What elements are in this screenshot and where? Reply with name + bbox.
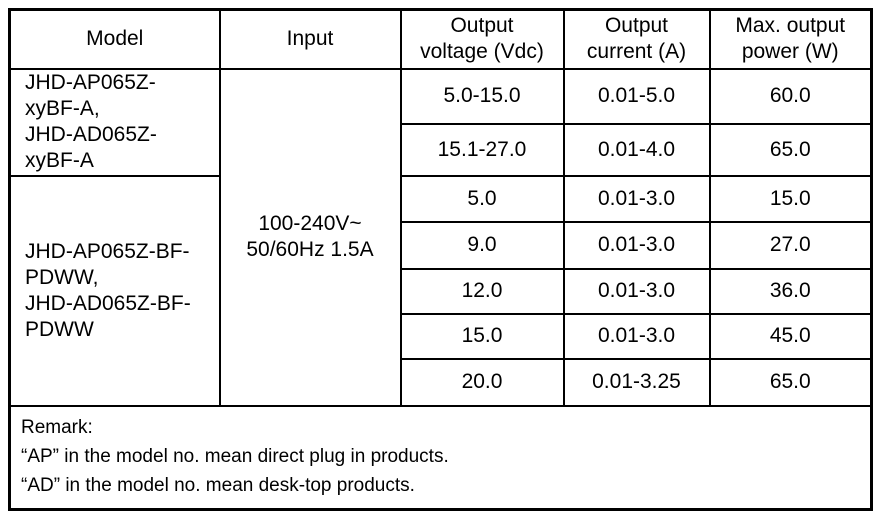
remark-line-ap: “AP” in the model no. mean direct plug i… <box>21 445 449 467</box>
current-cell: 0.01-3.0 <box>562 220 711 270</box>
table-row-4: 9.0 0.01-3.0 27.0 <box>10 220 873 270</box>
power-cell: 15.0 <box>708 174 873 223</box>
table-row-1: JHD-AP065Z- xyBF-A, JHD-AD065Z- xyBF-A 1… <box>8 67 873 407</box>
model-group-2-cell: JHD-AP065Z-BF- PDWW, JHD-AD065Z-BF- PDWW <box>8 174 221 407</box>
current-cell: 0.01-3.25 <box>562 357 711 407</box>
table-row-7: 20.0 0.01-3.25 65.0 <box>10 357 873 407</box>
table-row-6: 15.0 0.01-3.0 45.0 <box>10 312 873 360</box>
voltage-cell: 12.0 <box>399 267 565 315</box>
voltage-cell: 15.0 <box>399 312 565 360</box>
power-cell: 60.0 <box>708 67 873 125</box>
voltage-cell: 5.0-15.0 <box>399 67 565 125</box>
header-row: Model Input Output voltage (Vdc) Output … <box>8 8 873 70</box>
current-cell: 0.01-3.0 <box>562 174 711 223</box>
voltage-cell: 5.0 <box>399 174 565 223</box>
current-cell: 0.01-3.0 <box>562 267 711 315</box>
current-cell: 0.01-5.0 <box>562 67 711 125</box>
voltage-cell: 20.0 <box>399 357 565 407</box>
current-cell: 0.01-3.0 <box>562 312 711 360</box>
power-cell: 36.0 <box>708 267 873 315</box>
header-model: Model <box>8 8 221 70</box>
header-input: Input <box>218 8 402 70</box>
power-cell: 65.0 <box>708 122 873 177</box>
spec-table: Model Input Output voltage (Vdc) Output … <box>8 8 873 511</box>
header-max-output-power: Max. output power (W) <box>708 8 873 70</box>
input-cell: 100-240V~ 50/60Hz 1.5A <box>218 67 402 407</box>
remark-row: Remark: “AP” in the model no. mean direc… <box>8 404 873 510</box>
power-cell: 45.0 <box>708 312 873 360</box>
table-row-3: JHD-AP065Z-BF- PDWW, JHD-AD065Z-BF- PDWW… <box>8 174 873 407</box>
remark-line-ad: “AD” in the model no. mean desk-top prod… <box>21 474 415 496</box>
voltage-cell: 9.0 <box>399 220 565 270</box>
header-output-current: Output current (A) <box>562 8 711 70</box>
header-output-voltage: Output voltage (Vdc) <box>399 8 565 70</box>
remark-title: Remark: <box>21 416 93 438</box>
model-group-1-cell: JHD-AP065Z- xyBF-A, JHD-AD065Z- xyBF-A <box>8 67 221 177</box>
table-row-2: 15.1-27.0 0.01-4.0 65.0 <box>10 122 873 177</box>
power-cell: 27.0 <box>708 220 873 270</box>
table-row-5: 12.0 0.01-3.0 36.0 <box>10 267 873 315</box>
current-cell: 0.01-4.0 <box>562 122 711 177</box>
power-cell: 65.0 <box>708 357 873 407</box>
remark-cell: Remark: “AP” in the model no. mean direc… <box>8 404 873 510</box>
voltage-cell: 15.1-27.0 <box>399 122 565 177</box>
